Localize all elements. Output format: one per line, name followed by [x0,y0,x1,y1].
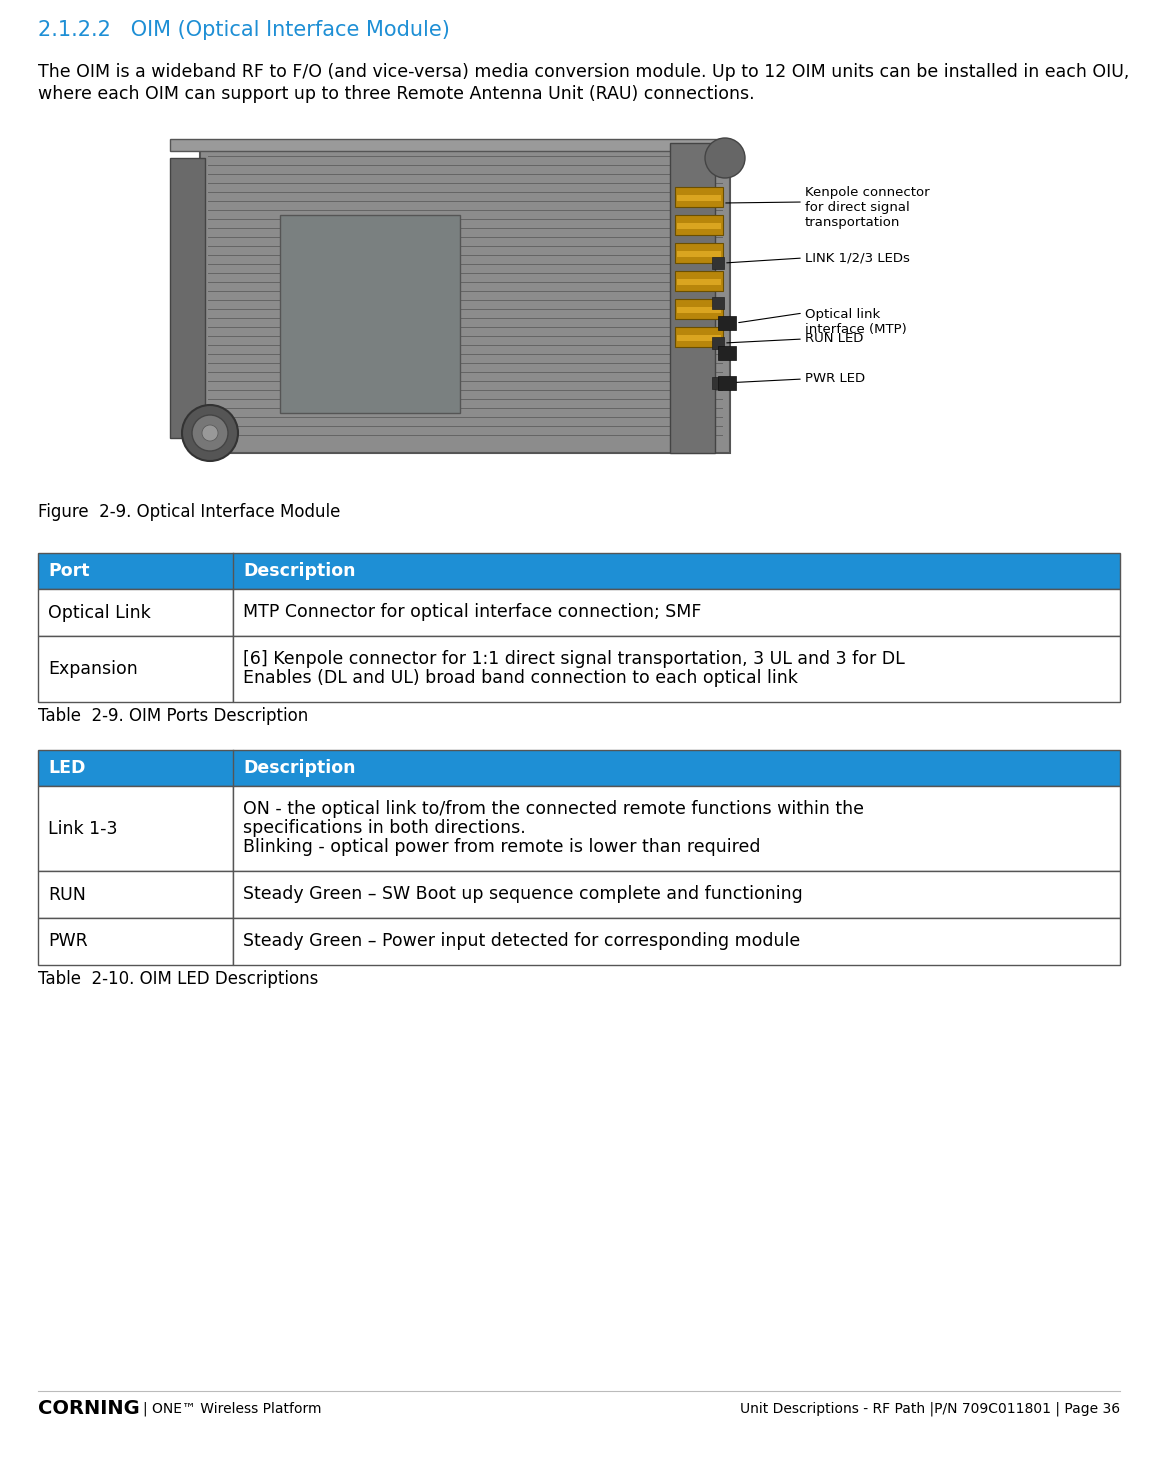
Bar [38,917,234,966]
Bar [234,590,1120,636]
Text: LED: LED [48,759,85,777]
Bar [234,786,1120,870]
Bar [677,195,720,200]
Bar [234,870,1120,917]
Text: MTP Connector for optical interface connection; SMF: MTP Connector for optical interface conn… [243,603,702,620]
Text: Steady Green – Power input detected for corresponding module: Steady Green – Power input detected for … [243,932,801,949]
Text: transportation: transportation [805,217,901,230]
Bar [677,335,720,341]
Text: where each OIM can support up to three Remote Antenna Unit (RAU) connections.: where each OIM can support up to three R… [38,85,754,102]
Bar [38,636,234,702]
Bar [712,377,724,389]
Bar [712,257,724,269]
Bar [38,553,1120,590]
Text: LINK 1/2/3 LEDs: LINK 1/2/3 LEDs [805,252,910,265]
Text: Blinking - optical power from remote is lower than required: Blinking - optical power from remote is … [243,838,760,856]
Bar [38,590,234,636]
Bar [677,252,720,257]
Bar [675,298,723,319]
Bar [712,336,724,350]
Bar [170,139,730,151]
Bar [718,316,736,331]
Text: PWR: PWR [48,932,88,951]
Text: for direct signal: for direct signal [805,200,910,214]
Bar [234,636,1120,702]
Text: Unit Descriptions - RF Path |P/N 709C011801 | Page 36: Unit Descriptions - RF Path |P/N 709C011… [740,1402,1120,1416]
Bar [38,751,1120,786]
Text: Port: Port [48,562,89,579]
Bar [718,376,736,391]
Text: The OIM is a wideband RF to F/O (and vice-versa) media conversion module. Up to : The OIM is a wideband RF to F/O (and vic… [38,63,1129,80]
Text: Description: Description [243,759,356,777]
Text: RUN LED: RUN LED [805,332,863,345]
Bar [675,328,723,347]
Bar [170,158,205,437]
Bar [675,187,723,206]
Text: Link 1-3: Link 1-3 [48,819,117,837]
Circle shape [202,424,218,440]
Text: 2.1.2.2   OIM (Optical Interface Module): 2.1.2.2 OIM (Optical Interface Module) [38,20,450,40]
Bar [38,870,234,917]
Circle shape [192,415,228,451]
Text: Table  2-10. OIM LED Descriptions: Table 2-10. OIM LED Descriptions [38,970,318,988]
Text: Expansion: Expansion [48,660,138,677]
Text: | ONE™ Wireless Platform: | ONE™ Wireless Platform [143,1402,322,1416]
Text: Enables (DL and UL) broad band connection to each optical link: Enables (DL and UL) broad band connectio… [243,669,798,688]
Text: [6] Kenpole connector for 1:1 direct signal transportation, 3 UL and 3 for DL: [6] Kenpole connector for 1:1 direct sig… [243,650,905,669]
Text: RUN: RUN [48,885,86,904]
Text: Figure  2-9. Optical Interface Module: Figure 2-9. Optical Interface Module [38,503,340,521]
Text: CORNING: CORNING [38,1400,139,1419]
Circle shape [705,138,745,178]
Bar [670,143,715,454]
Bar [677,222,720,230]
Text: Steady Green – SW Boot up sequence complete and functioning: Steady Green – SW Boot up sequence compl… [243,885,803,903]
Bar [234,917,1120,966]
Text: interface (MTP): interface (MTP) [805,323,906,336]
Text: PWR LED: PWR LED [805,373,866,385]
Text: Kenpole connector: Kenpole connector [805,186,930,199]
Bar [38,786,234,870]
Text: ON - the optical link to/from the connected remote functions within the: ON - the optical link to/from the connec… [243,800,865,818]
Text: Optical link: Optical link [805,309,881,320]
Bar [675,271,723,291]
Bar [200,143,730,454]
Text: Table  2-9. OIM Ports Description: Table 2-9. OIM Ports Description [38,707,308,726]
Bar [280,215,460,413]
Text: specifications in both directions.: specifications in both directions. [243,819,525,837]
Bar [712,297,724,309]
Text: Optical Link: Optical Link [48,604,151,622]
Bar [677,307,720,313]
Bar [677,279,720,285]
Bar [675,243,723,263]
Bar [718,347,736,360]
Circle shape [182,405,238,461]
Text: Description: Description [243,562,356,579]
Bar [675,215,723,236]
